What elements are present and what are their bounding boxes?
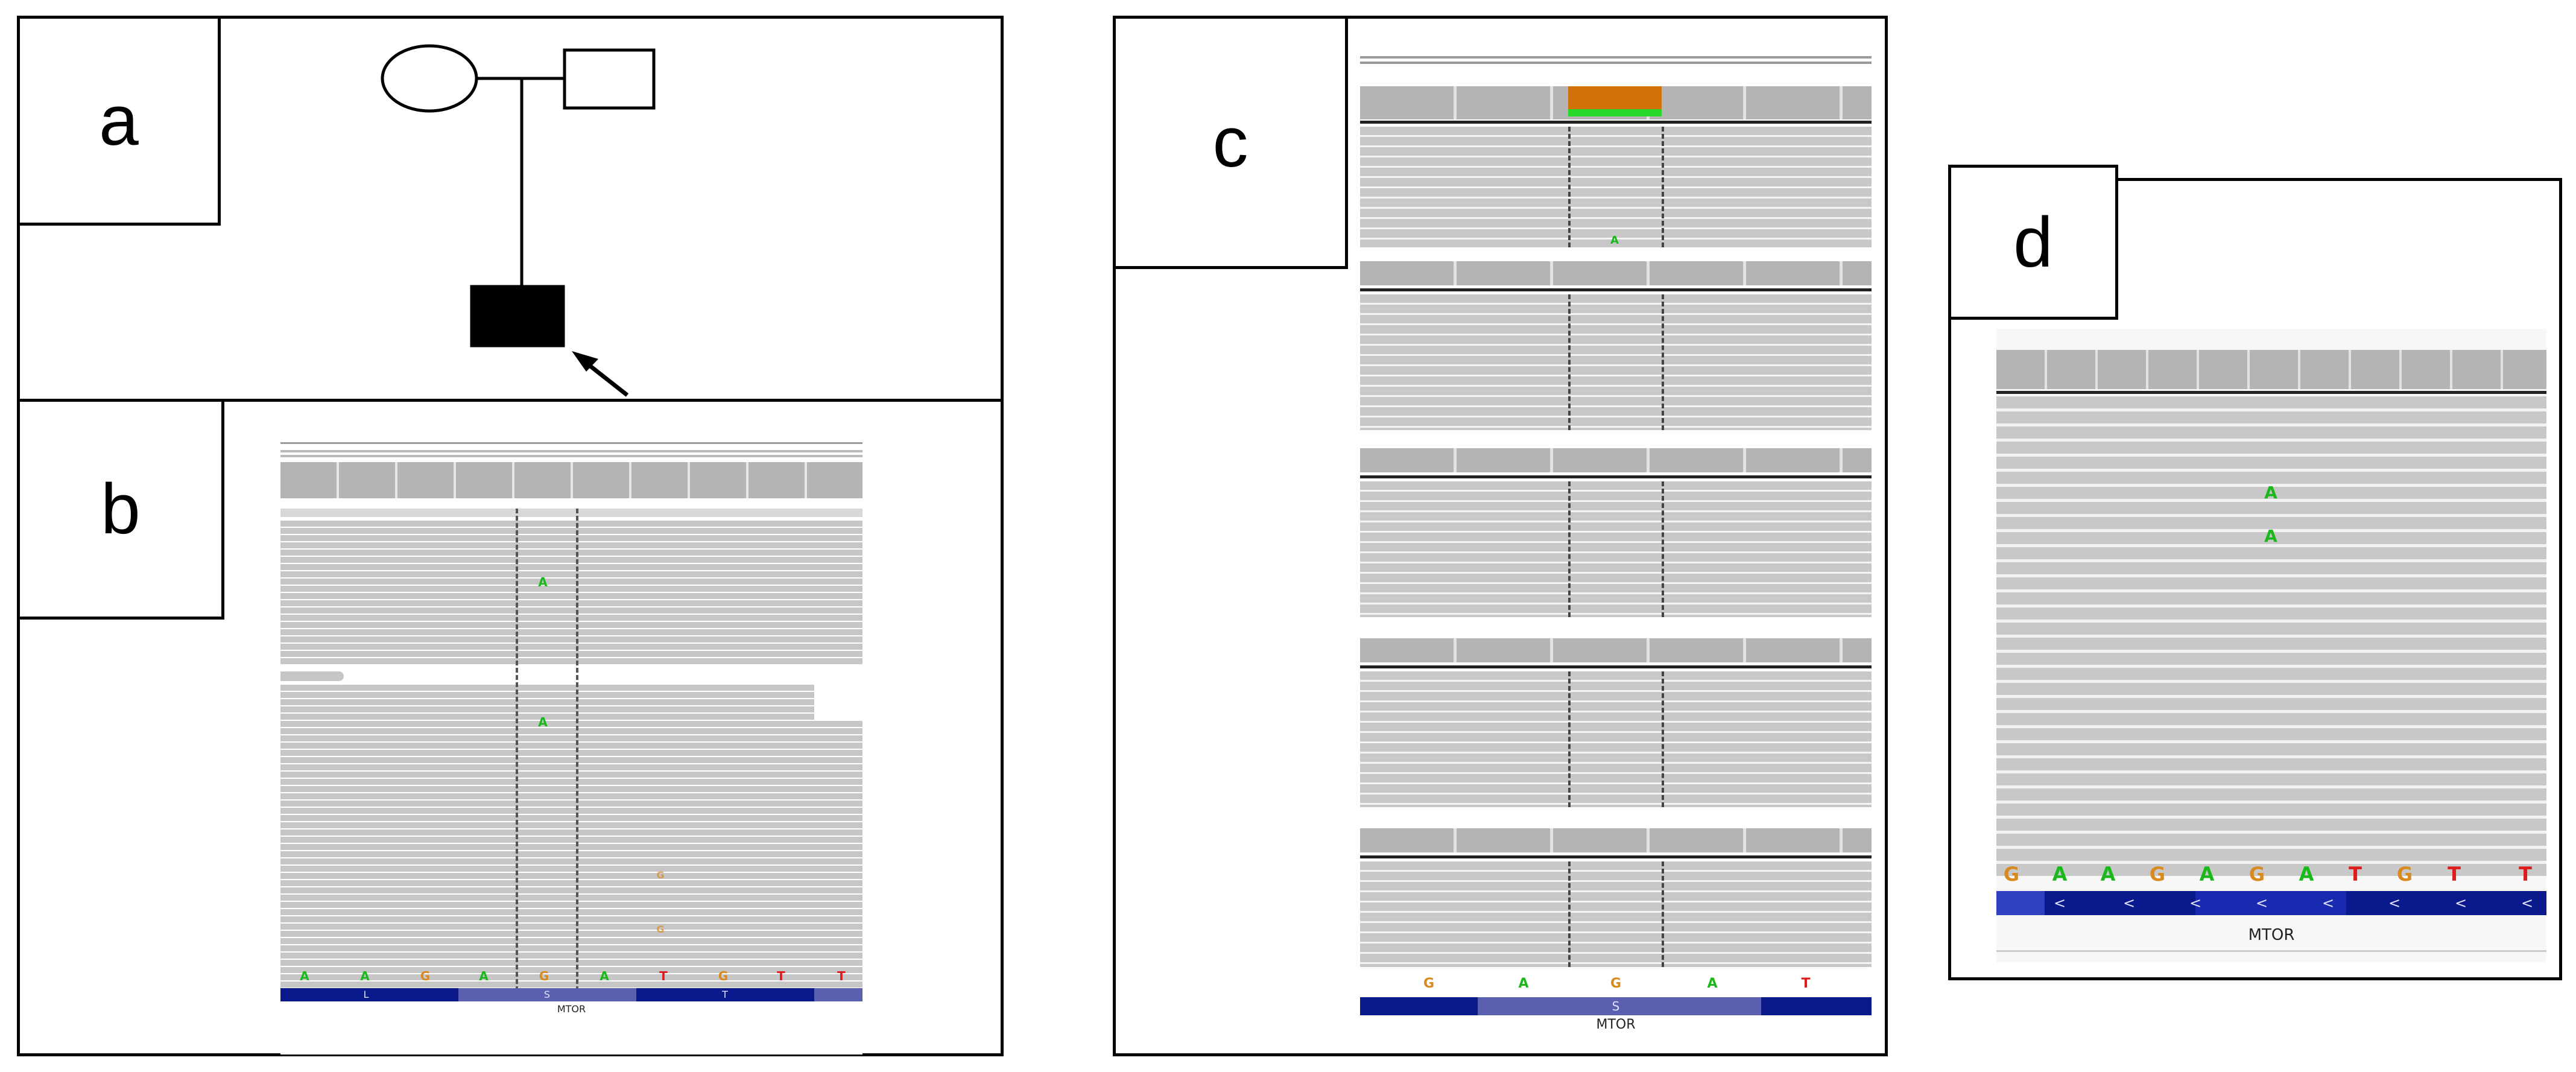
mismatch-base-b-1: A (538, 575, 548, 589)
ref-base-d-1: G (2003, 863, 2020, 886)
ref-sequence-c: G A G A T (1360, 976, 1872, 994)
strand-arrow-d-3: < (2189, 895, 2202, 912)
aa-b-3: T (722, 989, 728, 1000)
ref-base-c-4: A (1707, 976, 1718, 991)
ref-base-b-8: G (718, 969, 729, 983)
proband-arrow-shaft (583, 360, 629, 397)
ref-base-c-3: G (1610, 976, 1622, 991)
gene-label-b: MTOR (557, 1003, 586, 1015)
coverage-track-d (1996, 350, 2546, 389)
sample-block-c-3 (1360, 448, 1872, 623)
proband-arrow-icon (572, 351, 598, 372)
ref-base-d-8: T (2349, 863, 2362, 886)
igv-track-c: A G A G A T S MTOR (1360, 53, 1872, 1042)
ref-base-c-2: A (1518, 976, 1529, 991)
strand-arrow-d-5: < (2322, 895, 2335, 912)
ref-base-b-7: T (659, 969, 668, 983)
pedigree-mother-circle (381, 44, 478, 113)
ref-base-b-9: T (777, 969, 785, 983)
reads-b-lower (280, 685, 862, 998)
panel-c-label-text: c (1212, 103, 1248, 182)
mismatch-base-d-1: A (2264, 483, 2277, 503)
reads-b-gap (280, 667, 862, 685)
ref-base-b-2: A (360, 969, 370, 983)
aa-c-1: S (1612, 999, 1620, 1013)
gene-label-d: MTOR (2248, 926, 2295, 944)
mismatch-base-b-4: G (656, 924, 665, 935)
pedigree-proband-square (470, 285, 565, 347)
pedigree-chart (381, 44, 656, 397)
ref-base-d-9: G (2396, 863, 2413, 886)
aa-track-d: < < < < < < < < (1996, 891, 2546, 915)
reads-b-upper (280, 521, 862, 665)
mismatch-base-b-2: A (538, 715, 548, 729)
strand-arrow-d-4: < (2256, 895, 2268, 912)
ref-base-b-6: A (600, 969, 609, 983)
sample-block-c-5 (1360, 828, 1872, 1009)
aa-b-2: S (543, 989, 551, 1000)
panel-c-label: c (1113, 16, 1348, 269)
strand-arrow-d-6: < (2388, 895, 2401, 912)
ref-base-b-10: T (837, 969, 846, 983)
igv-track-b: A A G G A A G A G A T G T T L S T MTOR (280, 442, 862, 1055)
strand-arrow-d-8: < (2521, 895, 2534, 912)
ref-base-d-2: A (2052, 863, 2068, 886)
ref-base-d-4: G (2149, 863, 2166, 886)
ref-base-c-5: T (1801, 976, 1811, 991)
ref-base-b-3: G (420, 969, 431, 983)
panel-d-label-text: d (2013, 202, 2053, 282)
ref-base-d-5: A (2199, 863, 2215, 886)
ref-base-b-1: A (300, 969, 309, 983)
ref-base-b-5: G (539, 969, 549, 983)
panel-d-label: d (1948, 165, 2118, 320)
ref-base-b-4: A (479, 969, 489, 983)
aa-track-c: S (1360, 997, 1872, 1015)
gene-label-c: MTOR (1596, 1017, 1636, 1032)
panel-a-label: a (17, 16, 221, 226)
coverage-track-b (280, 442, 862, 500)
coverage-highlight-c (1568, 86, 1662, 109)
mismatch-base-d-2: A (2264, 526, 2277, 546)
reads-d (1996, 396, 2546, 876)
panel-a-label-text: a (99, 81, 139, 160)
ref-sequence-b: A A G A G A T G T T (280, 969, 862, 985)
panel-b-label-text: b (101, 469, 141, 549)
sample-block-c-2 (1360, 261, 1872, 436)
mismatch-base-b-3: G (656, 869, 665, 881)
aa-track-b: L S T (280, 988, 862, 1001)
ref-base-d-6: G (2248, 863, 2265, 886)
ref-base-d-11: T (2519, 863, 2532, 886)
strand-arrow-d-7: < (2455, 895, 2467, 912)
sample-block-c-1: A (1360, 53, 1872, 252)
ref-base-d-7: A (2299, 863, 2314, 886)
strand-arrow-d-1: < (2054, 895, 2066, 912)
igv-track-d: A A G A A G A G A T G T T < < < < < < < … (1996, 329, 2546, 962)
mismatch-base-c: A (1610, 234, 1619, 247)
ref-base-d-10: T (2448, 863, 2461, 886)
ref-base-c-1: G (1423, 976, 1435, 991)
pedigree-father-square (563, 48, 656, 110)
strand-arrow-d-2: < (2123, 895, 2136, 912)
panel-b-label: b (17, 399, 224, 620)
ref-base-d-3: A (2100, 863, 2116, 886)
ref-sequence-d: G A A G A G A T G T T (1996, 863, 2546, 887)
sample-block-c-4 (1360, 638, 1872, 813)
aa-b-1: L (363, 989, 369, 1000)
